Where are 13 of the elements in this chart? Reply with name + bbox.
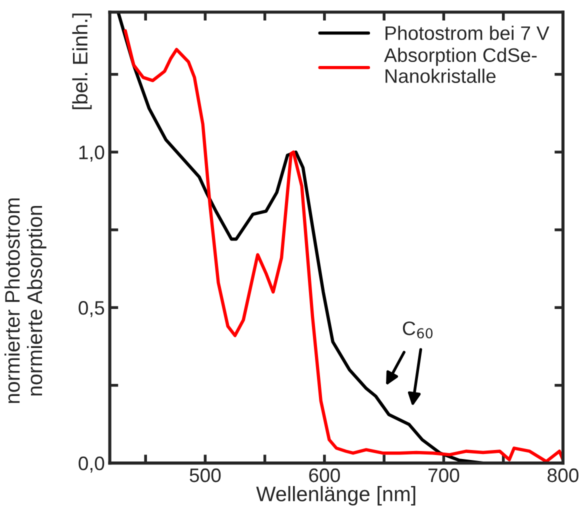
legend-label: Absorption CdSe- Nanokristalle [384, 48, 537, 83]
legend-label: Photostrom bei 7 V [386, 26, 550, 40]
x-tick-label: 600 [309, 468, 340, 482]
x-tick-label: 500 [190, 468, 221, 482]
y-tick-label: 0,0 [78, 456, 104, 473]
y-tick-label: 1,0 [79, 146, 104, 162]
y-tick-label: 0,5 [78, 301, 104, 318]
x-axis-title: Wellenlänge [nm] [256, 486, 416, 506]
y-axis-title: normierter Photostrom normierte Absorption [4, 198, 46, 403]
x-tick-label: 700 [428, 468, 460, 482]
text: [bel. Einh.] [72, 14, 92, 110]
x-tick-label: 800 [548, 468, 578, 482]
annotation: C$_{60}$ [402, 321, 433, 338]
